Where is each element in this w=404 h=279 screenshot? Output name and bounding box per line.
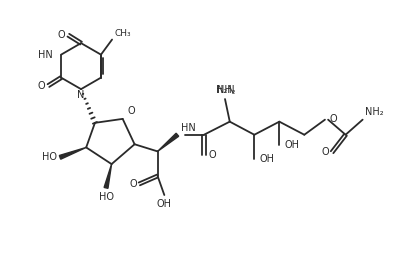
Text: ₂: ₂ xyxy=(231,87,235,96)
Text: HN: HN xyxy=(38,50,53,60)
Text: HO: HO xyxy=(42,152,57,162)
Polygon shape xyxy=(59,147,86,159)
Text: O: O xyxy=(208,150,216,160)
Text: HO: HO xyxy=(99,192,114,202)
Text: HN: HN xyxy=(181,123,196,133)
Text: OH: OH xyxy=(157,199,172,209)
Text: H₂N: H₂N xyxy=(216,85,234,95)
Text: O: O xyxy=(330,114,337,124)
Text: OH: OH xyxy=(284,140,299,150)
Text: O: O xyxy=(321,147,329,157)
Polygon shape xyxy=(158,133,179,151)
Text: O: O xyxy=(127,106,135,116)
Text: O: O xyxy=(38,81,45,91)
Polygon shape xyxy=(104,164,112,188)
Text: NH₂: NH₂ xyxy=(364,107,383,117)
Text: NH: NH xyxy=(217,85,231,95)
Text: CH₃: CH₃ xyxy=(114,29,130,38)
Text: N: N xyxy=(77,90,85,100)
Text: O: O xyxy=(129,179,137,189)
Text: O: O xyxy=(57,30,65,40)
Text: OH: OH xyxy=(259,153,274,163)
